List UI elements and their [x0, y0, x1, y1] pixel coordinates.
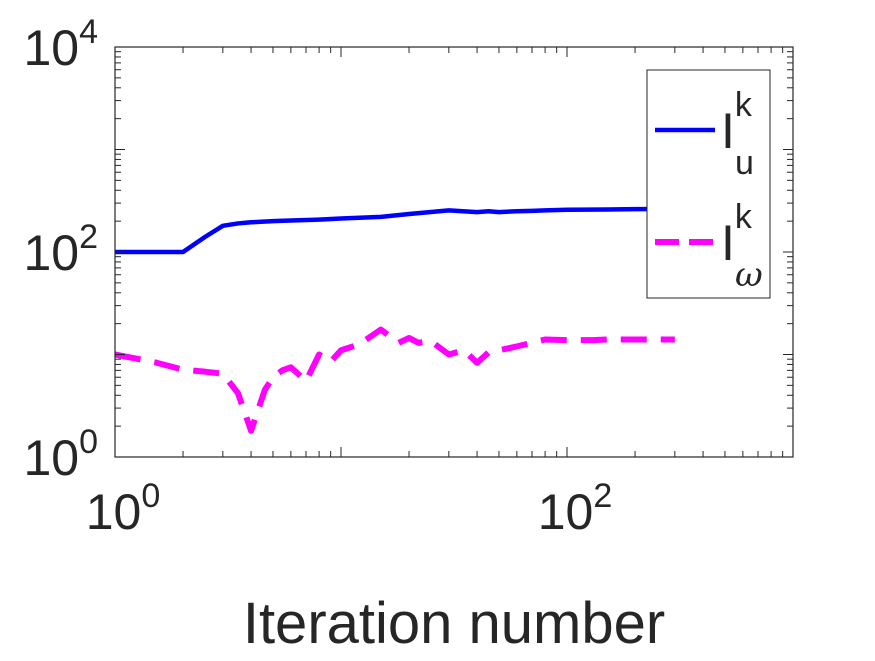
x-tick-label-2: 102 [538, 477, 613, 540]
series-layer [114, 206, 675, 434]
y-tick-label-2: 102 [23, 218, 98, 281]
legend: Ik u Ik ω [646, 69, 771, 299]
x-axis-label: Iteration number [243, 591, 665, 656]
legend-label-2: Ik ω [721, 198, 763, 295]
y-tick-label-3: 104 [23, 13, 98, 76]
legend-box [646, 69, 771, 299]
y-tick-label-1: 100 [23, 423, 98, 486]
axes [114, 46, 794, 458]
x-tick-label-1: 100 [86, 477, 161, 540]
tick-labels: 100 102 104 100 102 [23, 13, 612, 540]
series-line-1 [115, 206, 675, 255]
legend-label-1: Ik u [721, 86, 754, 182]
series-line-2 [114, 326, 675, 434]
axes-frame [114, 46, 794, 458]
